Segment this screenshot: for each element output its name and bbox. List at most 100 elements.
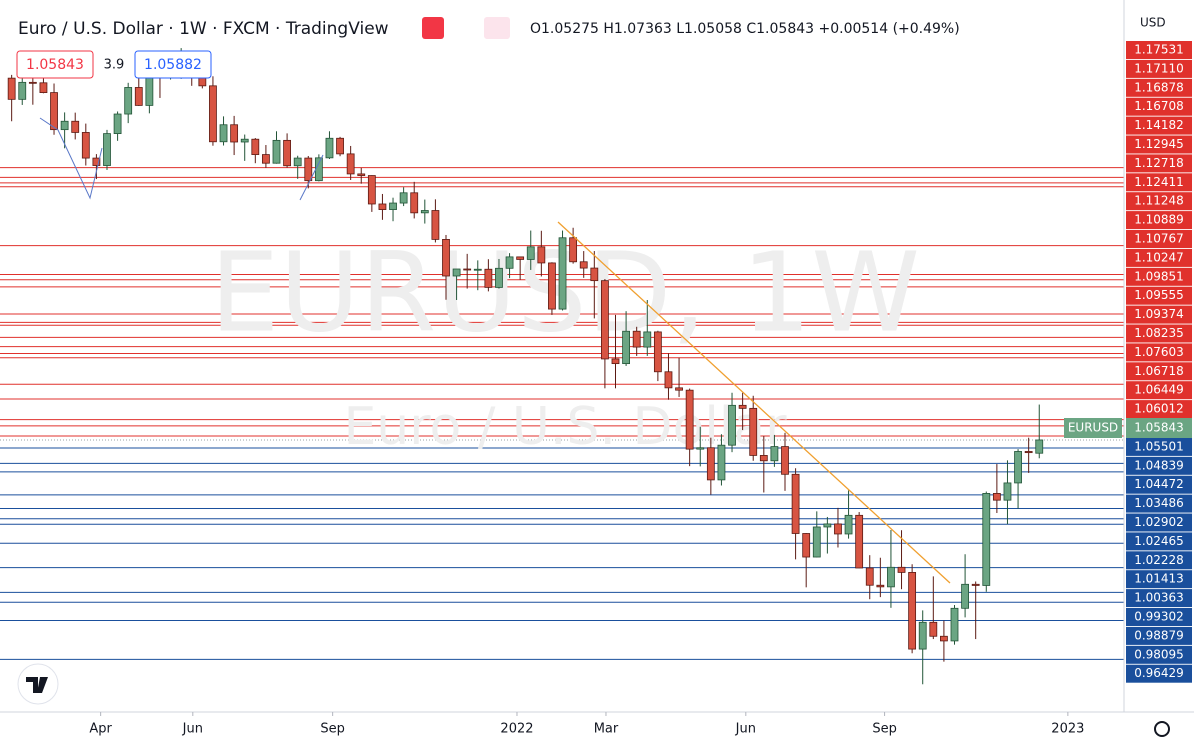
candle-body [738,404,747,409]
candle-body [982,493,991,586]
candle-body [484,268,493,288]
candle-body [389,202,397,210]
level-label-bg [1126,41,1192,59]
level-label-bg [1126,97,1192,116]
candle-body [823,523,832,528]
level-label-bg [1126,173,1192,192]
candle-body [18,81,27,100]
level-label-bg [1126,324,1192,343]
level-label: 1.09851 [1134,269,1184,283]
level-label-bg [1126,626,1192,645]
candle-body [940,635,948,642]
ask-box[interactable] [134,50,212,79]
time-labels: Apr Jun Sep 2022 Mar Jun Sep 2023 [89,712,1084,737]
x-tick-label: Sep [320,722,345,737]
level-label-bg [1126,135,1192,154]
candle-body [209,85,217,143]
level-label-bg [1126,78,1192,97]
candle-body [579,261,588,269]
candle-body [675,387,683,391]
level-label-bg [1126,362,1192,381]
candle-body [728,404,736,446]
level-label-bg [1126,400,1192,419]
compare-icon[interactable] [484,17,510,39]
level-label-bg [1126,211,1192,230]
level-label-bg [1126,154,1192,173]
candle-body [134,87,143,106]
level-label: 1.03486 [1134,496,1184,510]
logo [26,677,48,693]
candle-body [293,157,302,167]
level-label-bg [1126,192,1192,211]
candle-body [918,621,927,650]
candle-body [632,330,641,348]
candle-body [71,120,80,133]
candle-body [992,493,1001,501]
candle-body [812,526,821,558]
candle-body [505,256,514,269]
candle-body [865,567,874,586]
level-label: 1.01413 [1134,572,1184,586]
candle-body [431,210,440,240]
settings-icon[interactable] [1154,721,1170,737]
level-label-bg [1126,437,1192,456]
candle-body [516,256,525,260]
candle-body [558,237,567,310]
candle-body [770,446,779,462]
candle-body [961,583,969,609]
currency[interactable]: USD [1140,16,1166,30]
flag-icon[interactable] [422,17,444,39]
candle-body [283,139,291,167]
level-label: 0.99302 [1134,610,1184,624]
level-label-bg [1126,608,1192,626]
header-bg [0,8,1124,46]
candle-body [611,358,620,365]
level-label-bg [1126,381,1192,400]
level-label-bg [1126,589,1192,608]
candle-body [113,113,122,135]
candle-body [251,138,260,155]
level-label: 1.16708 [1134,99,1184,113]
bid-box[interactable] [16,50,94,79]
candle-body [272,139,281,164]
candle-body [452,268,461,277]
candle-body [971,583,980,586]
x-tick-label: Sep [872,722,897,737]
x-tick-label: 2023 [1051,722,1084,737]
candle-body [685,389,694,450]
level-label: 1.06718 [1134,364,1184,378]
candle-body [844,514,853,535]
level-label: 1.07603 [1134,345,1184,359]
level-label: 1.02465 [1134,534,1184,548]
symbol-tag-bg [1064,418,1122,438]
x-tick-label: Jun [182,722,203,737]
candle-body [569,237,578,263]
ohlc: O1.05275 H1.07363 L1.05058 C1.05843 +0.0… [530,21,960,37]
candle-body [357,173,366,176]
level-label: 1.02902 [1134,515,1184,529]
level-label-bg [1126,343,1192,362]
candle-body [219,124,228,143]
level-label: 1.04472 [1134,477,1184,491]
candle-body [537,246,546,264]
candle-body [908,572,917,650]
level-label: 1.10767 [1134,232,1184,246]
candle-body [950,607,959,642]
candle-body [60,120,69,131]
level-label-bg [1126,116,1192,135]
candle-body [802,533,811,558]
candle-body [781,446,789,475]
x-tick-label: Apr [89,722,112,737]
candle-body [28,81,37,84]
candle-body [304,157,313,182]
candle-body [7,77,16,100]
last-price: 1.05843 [1134,421,1184,435]
candle-body [240,138,249,143]
candle-body [473,268,482,271]
level-label-bg [1126,664,1192,683]
candle-body [262,154,270,164]
candle-body [92,157,101,166]
x-tick-label: Mar [594,722,619,737]
candle-body [548,262,556,310]
